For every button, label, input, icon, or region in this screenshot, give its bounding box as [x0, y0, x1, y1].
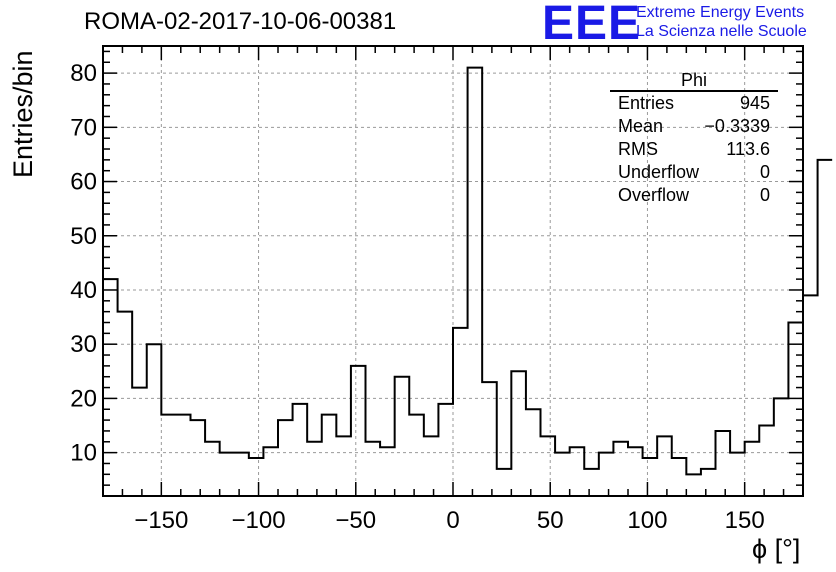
stats-row: Entries 945: [610, 92, 778, 115]
stats-value: 0: [759, 162, 770, 182]
stats-title: Phi: [680, 70, 707, 90]
stats-divider: [610, 90, 778, 92]
y-tick-labels: 10 20 30 40 50 60 70 80: [70, 60, 97, 467]
stats-row: RMS 113.6: [610, 138, 778, 161]
y-tick-label: 20: [70, 385, 97, 412]
x-tick-label: −100: [232, 507, 286, 534]
stats-label: Overflow: [618, 185, 690, 205]
grid-lines: [103, 46, 803, 496]
stats-row: Mean −0.3339: [610, 115, 778, 138]
x-tick-label: 50: [537, 507, 564, 534]
y-tick-label: 70: [70, 114, 97, 141]
stats-label: Underflow: [618, 162, 700, 182]
stats-row: Overflow 0: [610, 184, 778, 207]
x-tick-label: 0: [446, 507, 459, 534]
stats-label: Mean: [618, 116, 664, 136]
x-tick-label: −50: [335, 507, 376, 534]
x-tick-label: 150: [725, 507, 765, 534]
stats-value: −0.3339: [704, 116, 770, 136]
y-tick-label: 30: [70, 331, 97, 358]
logo-caption: Extreme Energy Events La Scienza nelle S…: [636, 3, 807, 41]
x-tick-label: −150: [134, 507, 188, 534]
y-axis-label: Entries/bin: [8, 50, 38, 178]
stats-label: Entries: [618, 93, 675, 113]
stats-label: RMS: [618, 139, 658, 159]
y-tick-label: 10: [70, 440, 97, 467]
x-tick-labels: −150 −100 −50 0 50 100 150: [134, 507, 764, 534]
stats-box: Phi Entries 945 Mean −0.3339 RMS 113.6 U…: [610, 70, 778, 207]
x-axis-label: ϕ [°]: [752, 534, 801, 564]
chart-title: ROMA-02-2017-10-06-00381: [84, 8, 397, 35]
stats-row: Underflow 0: [610, 161, 778, 184]
stats-value: 945: [739, 93, 770, 113]
y-tick-label: 40: [70, 277, 97, 304]
logo-line-1: Extreme Energy Events: [636, 4, 805, 21]
eee-logo: EEE: [542, 0, 642, 50]
y-tick-label: 50: [70, 223, 97, 250]
y-tick-label: 80: [70, 60, 97, 87]
stats-value: 113.6: [726, 139, 770, 159]
logo-line-2: La Scienza nelle Scuole: [636, 23, 807, 40]
x-tick-label: 100: [627, 507, 667, 534]
stats-value: 0: [759, 185, 770, 205]
axis-ticks: [102, 46, 804, 496]
y-tick-label: 60: [70, 169, 97, 196]
histogram-outline: [103, 66, 833, 476]
